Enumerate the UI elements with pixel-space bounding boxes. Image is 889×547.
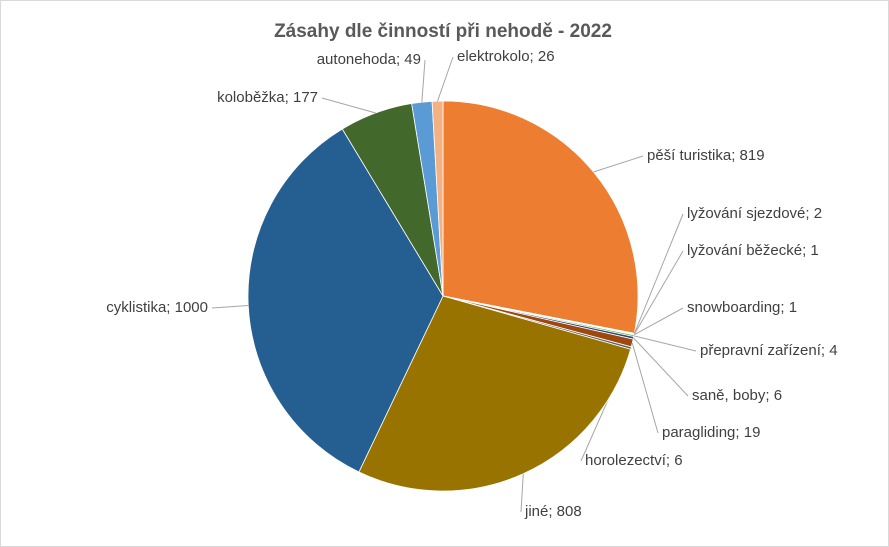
pie-slice — [442, 100, 639, 334]
data-label: lyžování běžecké; 1 — [687, 242, 819, 259]
data-label: elektrokolo; 26 — [457, 48, 555, 65]
pie-slice — [247, 128, 444, 473]
leader-line — [633, 250, 684, 335]
leader-line — [520, 473, 524, 513]
leader-line — [593, 155, 644, 173]
leader-line — [631, 342, 659, 434]
data-label: koloběžka; 177 — [217, 89, 318, 106]
leader-line — [211, 304, 249, 309]
pie-slice — [358, 295, 632, 492]
leader-line — [633, 307, 684, 336]
data-label: saně, boby; 6 — [692, 387, 782, 404]
leader-line — [633, 335, 697, 352]
data-label: lyžování sjezdové; 2 — [687, 205, 822, 222]
data-label: jiné; 808 — [524, 503, 582, 520]
chart-title: Zásahy dle činností při nehodě - 2022 — [274, 21, 612, 42]
data-label: snowboarding; 1 — [687, 299, 797, 316]
data-label: přepravní zařízení; 4 — [700, 342, 838, 359]
leader-line — [633, 213, 684, 334]
leader-line — [633, 337, 689, 397]
data-label: pěší turistika; 819 — [647, 147, 765, 164]
data-label: cyklistika; 1000 — [106, 299, 208, 316]
leader-line — [437, 56, 454, 102]
pie-slice — [431, 100, 444, 297]
data-label: autonehoda; 49 — [317, 51, 421, 68]
data-label: paragliding; 19 — [662, 424, 760, 441]
leader-line — [321, 97, 376, 114]
data-label: horolezectví; 6 — [585, 452, 683, 469]
leader-line — [421, 59, 426, 103]
